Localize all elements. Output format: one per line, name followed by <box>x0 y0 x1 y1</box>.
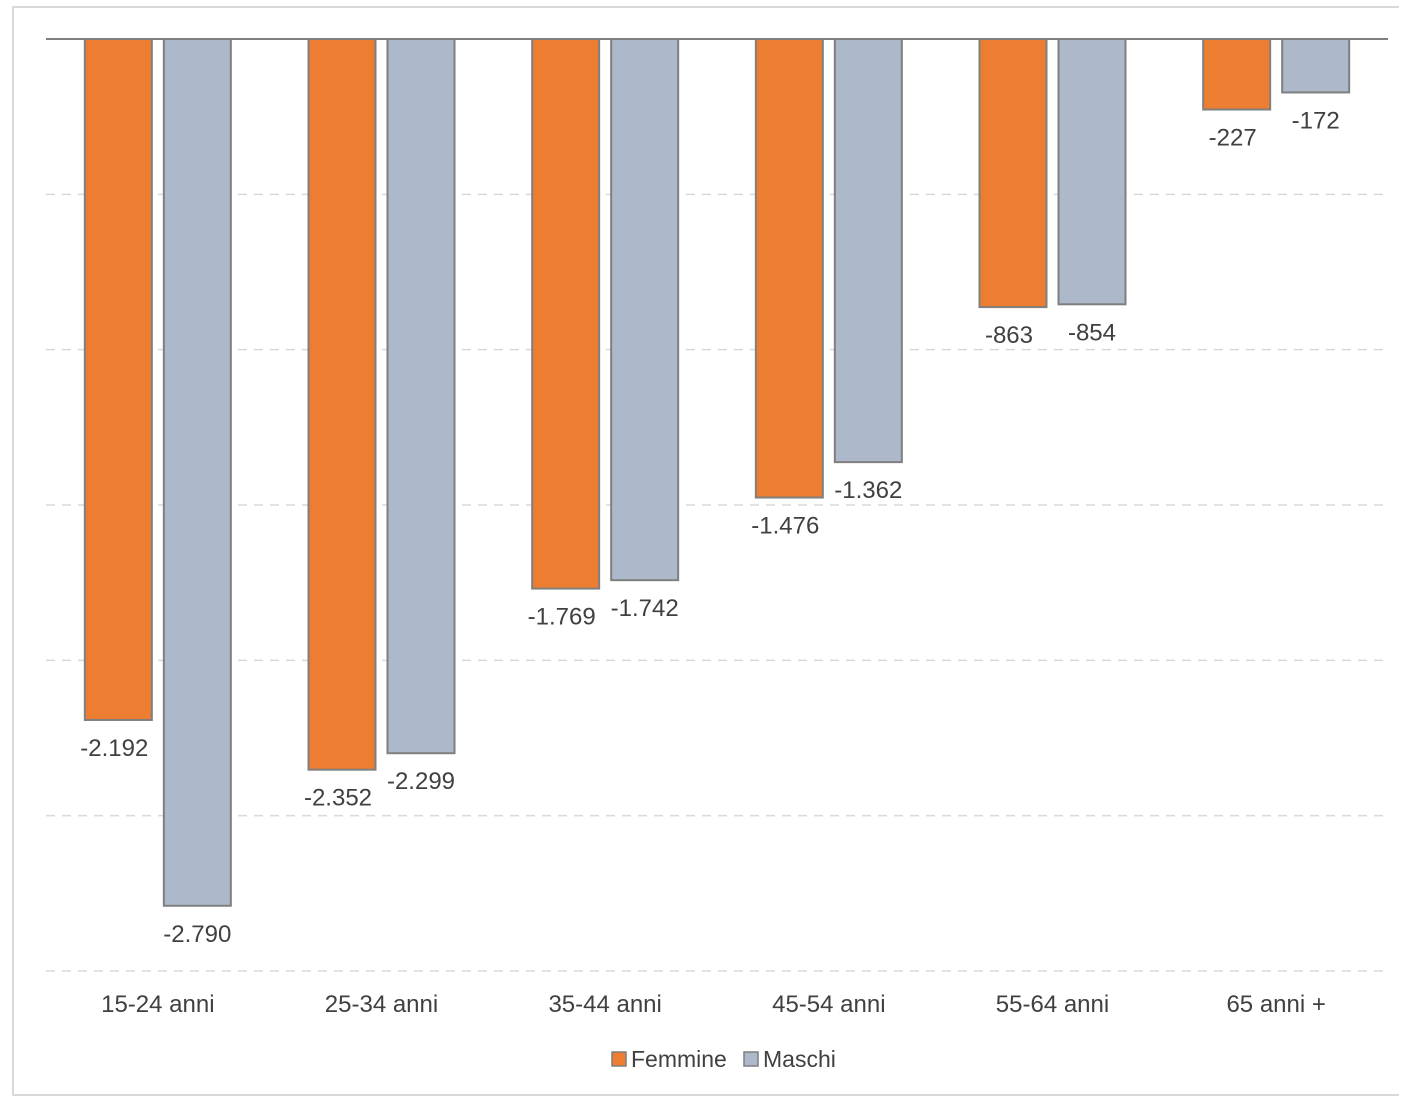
x-tick-label: 35-44 anni <box>548 991 661 1018</box>
data-label: -1.742 <box>611 595 679 622</box>
bar-maschi <box>1281 38 1351 94</box>
bars <box>83 38 1351 907</box>
data-label: -172 <box>1292 107 1340 134</box>
bar-femmine <box>1202 38 1272 111</box>
data-label: -1.476 <box>751 513 819 540</box>
bar-maschi <box>386 38 456 755</box>
chart-frame <box>12 6 1399 1096</box>
legend: Femmine Maschi <box>611 1046 836 1072</box>
bar-femmine <box>978 38 1048 309</box>
legend-label: Femmine <box>631 1046 727 1072</box>
legend-swatch <box>611 1051 627 1067</box>
bar-maschi <box>610 38 680 582</box>
x-axis-tick-labels: 15-24 anni 25-34 anni 35-44 anni 45-54 anni… <box>101 991 1326 1018</box>
x-tick-label: 55-64 anni <box>996 991 1109 1018</box>
legend-swatch <box>743 1051 759 1067</box>
bar-femmine <box>531 38 601 590</box>
gridlines <box>46 193 1388 972</box>
data-label: -854 <box>1068 319 1116 346</box>
legend-label: Maschi <box>763 1046 836 1072</box>
x-tick-label: 25-34 anni <box>325 991 438 1018</box>
bar-femmine <box>754 38 824 499</box>
data-label: -2.192 <box>80 735 148 762</box>
data-label: -227 <box>1209 125 1257 152</box>
data-label: -863 <box>985 322 1033 349</box>
bar-maschi <box>162 38 232 907</box>
data-label: -2.352 <box>304 785 372 812</box>
x-tick-label: 45-54 anni <box>772 991 885 1018</box>
x-tick-label: 15-24 anni <box>101 991 214 1018</box>
data-label: -2.790 <box>163 921 231 948</box>
bar-femmine <box>307 38 377 771</box>
data-labels: -2.192 -2.790 -2.352 -2.299 -1.769 -1.742 -1.4… <box>80 107 1339 947</box>
bar-femmine <box>83 38 153 721</box>
data-label: -1.769 <box>528 604 596 631</box>
data-label: -2.299 <box>387 768 455 795</box>
bar-maschi <box>833 38 903 464</box>
bar-maschi <box>1057 38 1127 306</box>
x-tick-label: 65 anni + <box>1226 991 1325 1018</box>
data-label: -1.362 <box>834 477 902 504</box>
